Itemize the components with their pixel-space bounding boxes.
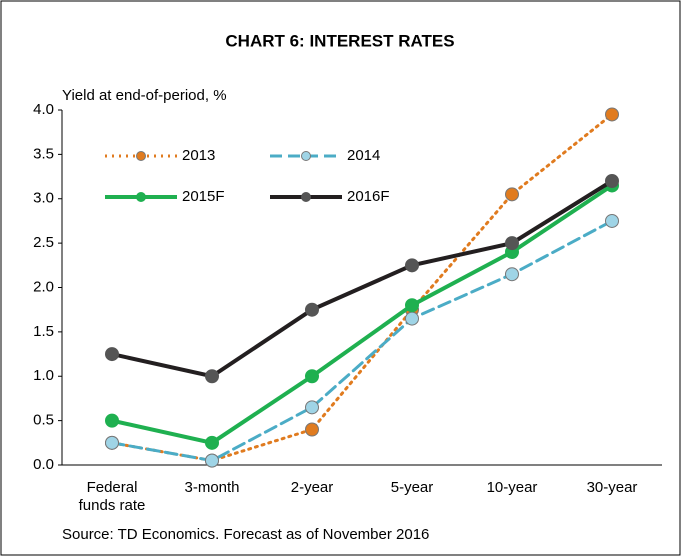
series-line (110, 179, 614, 379)
x-tick-label: 3-month (184, 479, 240, 496)
series-marker (405, 298, 419, 313)
y-tick-label: 0.5 (33, 412, 54, 429)
series-marker (405, 258, 419, 273)
legend-marker (301, 151, 311, 161)
series-marker (605, 107, 619, 122)
legend-label: 2013 (182, 147, 215, 164)
y-tick-label: 2.5 (33, 234, 54, 251)
series-marker (605, 213, 619, 228)
series-marker (405, 311, 419, 326)
series-marker (205, 369, 219, 384)
series-marker (205, 435, 219, 450)
y-axis-label: Yield at end-of-period, % (62, 87, 227, 104)
x-tick-label: 2-year (290, 479, 334, 496)
legend-marker (136, 151, 146, 161)
series-marker (605, 174, 619, 188)
series-marker (105, 413, 119, 428)
y-tick-label: 2.0 (33, 278, 54, 295)
series-marker (305, 422, 319, 437)
series-marker (305, 302, 319, 317)
series-marker (505, 187, 519, 202)
legend-label: 2014 (347, 147, 380, 164)
legend-marker (301, 192, 311, 202)
series-marker (505, 267, 519, 282)
series-marker (305, 369, 319, 384)
series-line (110, 183, 614, 445)
series-marker (205, 453, 219, 468)
series-line (110, 219, 614, 463)
x-tick-label: 10-year (486, 479, 538, 496)
series-marker (105, 435, 119, 450)
chart-title: CHART 6: INTEREST RATES (225, 31, 454, 50)
y-tick-label: 3.5 (33, 145, 54, 162)
x-tick-label: 30-year (586, 479, 638, 496)
legend-label: 2015F (182, 188, 225, 205)
legend-marker (136, 192, 146, 202)
series-marker (105, 347, 119, 362)
x-tick-label: 5-year (390, 479, 434, 496)
y-tick-label: 3.0 (33, 190, 54, 207)
legend-label: 2016F (347, 188, 390, 205)
y-tick-label: 1.5 (33, 323, 54, 340)
series-marker (305, 400, 319, 415)
source-note: Source: TD Economics. Forecast as of Nov… (62, 526, 429, 543)
y-tick-label: 4.0 (33, 101, 54, 118)
series-marker (505, 236, 519, 251)
x-tick-label: Federal funds rate (78, 479, 146, 514)
y-tick-label: 1.0 (33, 367, 54, 384)
y-tick-label: 0.0 (33, 456, 54, 473)
